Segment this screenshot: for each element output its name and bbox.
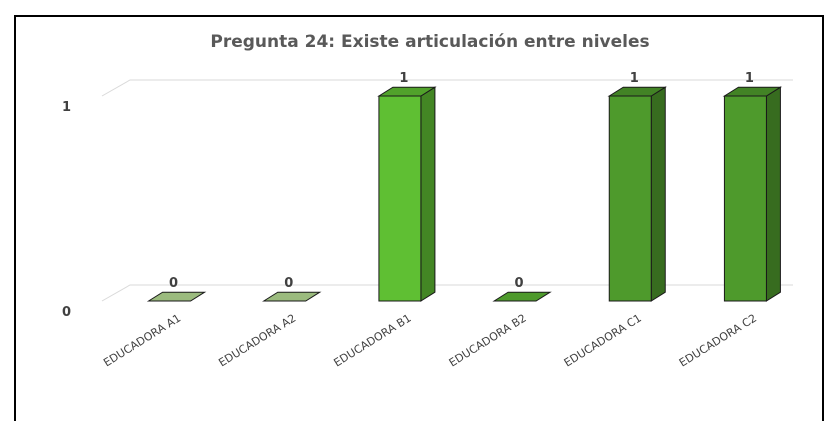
bar-front [608, 95, 652, 302]
data-label: 1 [399, 71, 408, 86]
bars-layer [146, 86, 783, 302]
grid-layer [101, 79, 793, 302]
bar-side [420, 86, 436, 302]
bar [607, 86, 667, 302]
bar [262, 291, 322, 302]
bar-flat [492, 291, 552, 302]
data-label: 1 [630, 71, 639, 86]
data-label: 0 [284, 276, 293, 291]
data-label: 0 [515, 276, 524, 291]
y-tick-label: 0 [62, 305, 71, 320]
chart-title: Pregunta 24: Existe articulación entre n… [210, 32, 649, 52]
bar-front [723, 95, 767, 302]
bar-side [650, 86, 666, 302]
bar [377, 86, 437, 302]
bar-front [378, 95, 422, 302]
bar [492, 291, 552, 302]
gridline [101, 284, 793, 302]
bar-side [765, 86, 781, 302]
bar [146, 291, 207, 302]
bar-flat [262, 291, 322, 302]
data-label: 0 [169, 276, 178, 291]
bar-flat [146, 291, 207, 302]
bar [722, 86, 783, 302]
data-label: 1 [745, 71, 754, 86]
gridline [101, 79, 793, 97]
y-tick-label: 1 [62, 100, 71, 115]
